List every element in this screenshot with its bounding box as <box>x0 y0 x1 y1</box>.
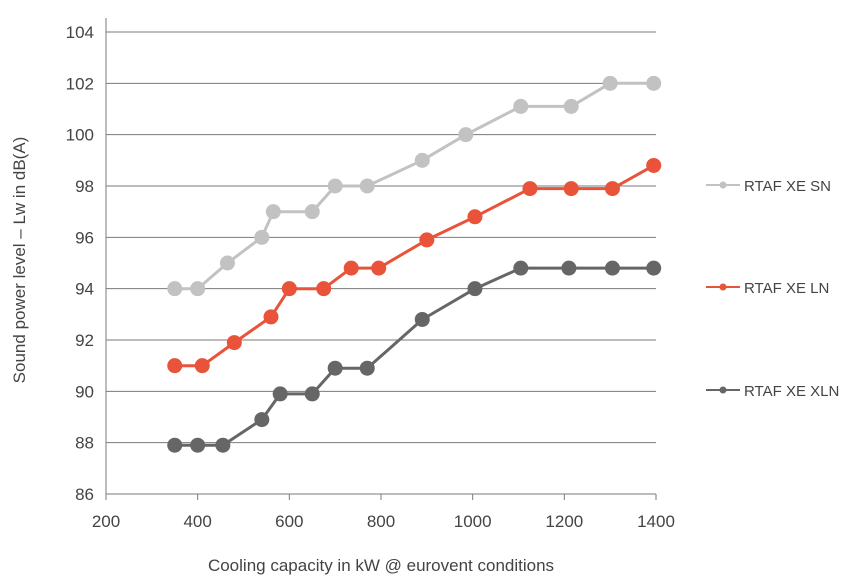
data-point <box>215 437 231 453</box>
data-point <box>563 181 579 197</box>
y-tick-label: 98 <box>75 177 94 196</box>
y-axis-title: Sound power level – Lw in dB(A) <box>10 137 29 384</box>
data-point <box>219 255 235 271</box>
x-tick-label: 1400 <box>637 512 675 531</box>
data-point <box>371 260 387 276</box>
data-point <box>646 75 662 91</box>
legend-marker-swatch <box>719 181 727 189</box>
series-line <box>174 266 654 447</box>
series-rtaf-xe-xln <box>167 260 662 453</box>
data-point <box>167 358 183 374</box>
legend-item: RTAF XE LN <box>706 280 829 297</box>
x-tick-label: 1000 <box>454 512 492 531</box>
y-tick-label: 104 <box>66 23 94 42</box>
data-point <box>419 232 435 248</box>
series-group <box>167 75 662 453</box>
data-point <box>359 360 375 376</box>
data-point <box>513 98 529 114</box>
legend-item: RTAF XE SN <box>706 178 831 195</box>
data-point <box>190 437 206 453</box>
data-point <box>414 152 430 168</box>
data-point <box>281 281 297 297</box>
data-point <box>190 281 206 297</box>
legend-marker-swatch <box>719 283 727 291</box>
data-point <box>304 204 320 220</box>
data-point <box>602 75 618 91</box>
legend-label: RTAF XE SN <box>744 178 831 195</box>
data-point <box>254 229 270 245</box>
data-point <box>265 204 281 220</box>
data-point <box>327 360 343 376</box>
y-tick-label: 96 <box>75 228 94 247</box>
data-point <box>458 127 474 143</box>
data-point <box>167 437 183 453</box>
data-point <box>646 260 662 276</box>
data-point <box>467 209 483 225</box>
data-point <box>254 412 270 428</box>
axes: 86 88 90 92 94 96 98 100 102 104 200 400 600 800 1000 1… <box>66 18 675 531</box>
y-tick-label: 86 <box>75 485 94 504</box>
x-tick-label: 1200 <box>545 512 583 531</box>
data-point <box>522 181 538 197</box>
data-point <box>414 311 430 327</box>
data-point <box>263 309 279 325</box>
data-point <box>563 98 579 114</box>
data-point <box>327 178 343 194</box>
gridlines <box>106 31 656 444</box>
legend-label: RTAF XE LN <box>744 280 829 297</box>
y-tick-label: 92 <box>75 331 94 350</box>
y-tick-label: 94 <box>75 280 94 299</box>
legend-marker-swatch <box>719 386 727 394</box>
x-tick-label: 600 <box>275 512 303 531</box>
legend-label: RTAF XE XLN <box>744 383 839 400</box>
data-point <box>646 157 662 173</box>
legend: RTAF XE SN RTAF XE LN RTAF XE XLN <box>706 178 839 400</box>
data-point <box>604 260 620 276</box>
data-point <box>604 181 620 197</box>
series-rtaf-xe-ln <box>167 157 662 374</box>
data-point <box>316 281 332 297</box>
x-tick-label: 400 <box>183 512 211 531</box>
y-tick-label: 102 <box>66 74 94 93</box>
x-tick-label: 800 <box>367 512 395 531</box>
legend-item: RTAF XE XLN <box>706 383 839 400</box>
data-point <box>343 260 359 276</box>
data-point <box>226 335 242 351</box>
data-point <box>561 260 577 276</box>
series-rtaf-xe-sn <box>167 75 662 297</box>
data-point <box>304 386 320 402</box>
data-point <box>513 260 529 276</box>
data-point <box>167 281 183 297</box>
data-point <box>359 178 375 194</box>
data-point <box>467 281 483 297</box>
data-point <box>194 358 210 374</box>
series-line <box>174 164 655 368</box>
y-tick-label: 88 <box>75 434 94 453</box>
x-tick-label: 200 <box>92 512 120 531</box>
data-point <box>272 386 288 402</box>
y-tick-label: 90 <box>75 382 94 401</box>
y-tick-label: 100 <box>66 126 94 145</box>
x-axis-title: Cooling capacity in kW @ eurovent condit… <box>208 556 554 575</box>
